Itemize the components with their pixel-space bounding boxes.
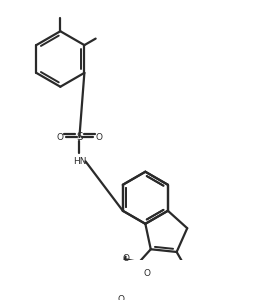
- Text: O: O: [122, 254, 129, 263]
- Text: O: O: [95, 133, 102, 142]
- Text: O: O: [118, 296, 125, 300]
- Text: O: O: [57, 133, 64, 142]
- Text: HN: HN: [73, 157, 86, 166]
- Text: O: O: [143, 269, 151, 278]
- Text: S: S: [76, 132, 83, 142]
